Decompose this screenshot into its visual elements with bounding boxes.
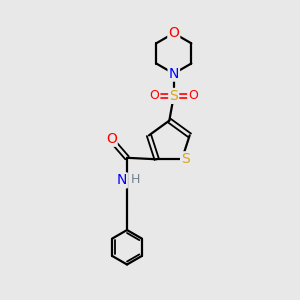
Text: S: S	[169, 89, 178, 103]
Text: N: N	[116, 173, 127, 188]
Text: O: O	[188, 89, 198, 102]
Text: O: O	[106, 132, 117, 146]
Text: O: O	[168, 26, 179, 40]
Text: O: O	[149, 89, 159, 102]
Text: S: S	[181, 152, 190, 166]
Text: N: N	[169, 67, 179, 81]
Text: H: H	[131, 173, 141, 186]
